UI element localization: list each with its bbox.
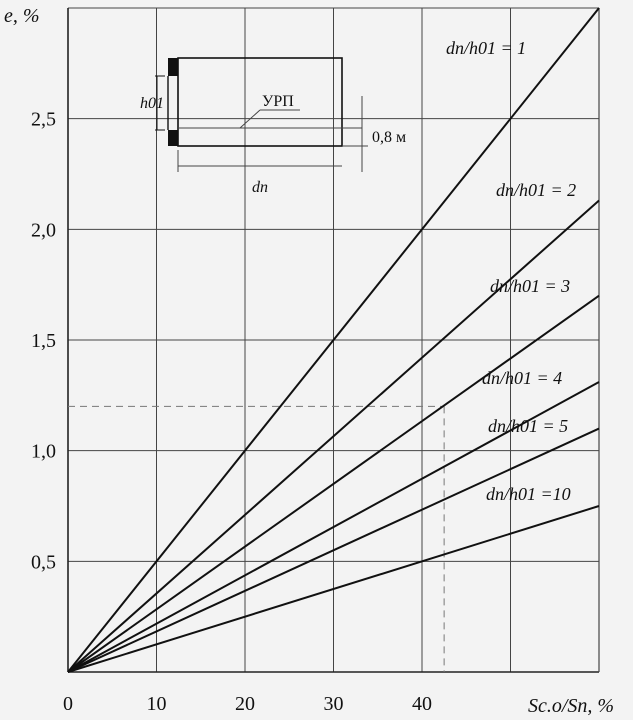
chart-axes bbox=[67, 8, 600, 673]
inset-d-label: dп bbox=[252, 179, 268, 196]
y-tick-label: 0,5 bbox=[31, 551, 56, 573]
series-label: dп/h01 = 2 bbox=[496, 180, 576, 200]
x-tick-label: 40 bbox=[412, 693, 432, 715]
y-tick-label: 1,0 bbox=[31, 441, 56, 463]
series-label: dп/h01 = 4 bbox=[482, 368, 562, 388]
x-tick-label: 30 bbox=[324, 693, 344, 715]
series-line bbox=[67, 505, 600, 673]
tick-labels: 0 10 20 30 40 0,5 1,0 1,5 2,0 2,5 bbox=[31, 109, 432, 715]
series-label: dп/h01 = 1 bbox=[446, 38, 526, 58]
x-axis-title: Sс.о/Sп, % bbox=[528, 695, 614, 717]
inset-h-label: h01 bbox=[140, 95, 164, 112]
series-label: dп/h01 =10 bbox=[486, 484, 571, 504]
inset-urp-label: УРП bbox=[262, 93, 294, 110]
inset-diagram: h01 УРП 0,8 м dп bbox=[140, 57, 406, 196]
x-tick-label: 10 bbox=[147, 693, 167, 715]
inset-urp-leader bbox=[239, 109, 261, 129]
inset-top-block bbox=[168, 58, 178, 76]
dashed-guides bbox=[68, 405, 445, 672]
inset-bottom-block bbox=[168, 130, 178, 146]
inset-offset-label: 0,8 м bbox=[372, 129, 406, 146]
series-labels: dп/h01 = 1 dп/h01 = 2 dп/h01 = 3 dп/h01 = 4… bbox=[446, 38, 576, 504]
y-tick-label: 2,5 bbox=[31, 109, 56, 131]
series-line bbox=[67, 199, 600, 673]
y-axis-title: e, % bbox=[4, 5, 40, 27]
chart-series bbox=[67, 7, 600, 673]
inset-frame bbox=[177, 57, 343, 147]
x-tick-label: 0 bbox=[63, 693, 73, 715]
series-line bbox=[67, 381, 600, 673]
series-label: dп/h01 = 5 bbox=[488, 416, 568, 436]
series-line bbox=[67, 294, 600, 673]
y-tick-label: 1,5 bbox=[31, 330, 56, 352]
series-line bbox=[67, 427, 600, 673]
x-tick-label: 20 bbox=[235, 693, 255, 715]
y-tick-label: 2,0 bbox=[31, 219, 56, 241]
series-label: dп/h01 = 3 bbox=[490, 276, 570, 296]
series-line bbox=[67, 7, 600, 673]
